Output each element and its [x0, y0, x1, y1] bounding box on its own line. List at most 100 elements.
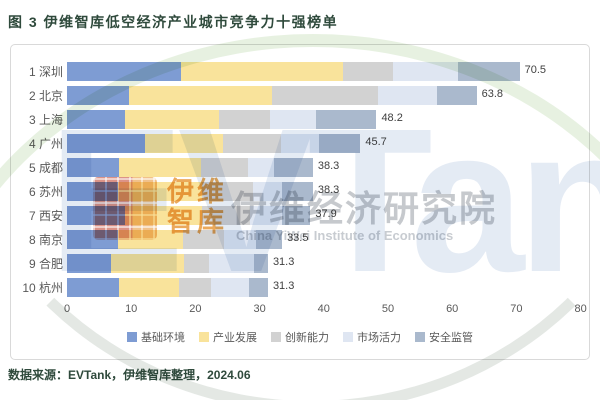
bar-row: 7 西安 37.9 [11, 204, 589, 228]
bar-segment-市场活力 [377, 86, 437, 105]
bar-segment-产业发展 [111, 254, 184, 273]
legend-label: 产业发展 [213, 332, 257, 344]
legend-item: 创新能力 [271, 329, 329, 345]
bar-segment-安全监管 [436, 86, 477, 105]
bar-segment-基础环境 [67, 86, 130, 105]
stacked-bar [67, 278, 268, 297]
bar-segment-创新能力 [201, 182, 254, 201]
bar-segment-产业发展 [124, 206, 202, 225]
bar-segment-产业发展 [129, 86, 272, 105]
legend-swatch [343, 332, 353, 342]
stacked-bar [67, 62, 520, 81]
x-axis-tick: 20 [189, 303, 202, 315]
bar-segment-创新能力 [201, 206, 250, 225]
bar-segment-创新能力 [201, 158, 249, 177]
legend-swatch [199, 332, 209, 342]
bar-segment-产业发展 [118, 230, 183, 249]
bar-segment-产业发展 [144, 134, 223, 153]
stacked-bar [67, 134, 361, 153]
value-label: 31.3 [272, 280, 295, 292]
legend-swatch [127, 332, 137, 342]
bar-row: 9 合肥 31.3 [11, 252, 589, 276]
category-label: 8 南京 [28, 233, 63, 247]
x-axis-tick: 40 [317, 303, 330, 315]
category-label: 3 上海 [28, 113, 63, 127]
legend-item: 产业发展 [199, 329, 257, 345]
bar-segment-安全监管 [316, 110, 377, 129]
bar-segment-基础环境 [67, 62, 182, 81]
stacked-bar [67, 254, 268, 273]
chart-panel: 1 深圳 70.5 2 北京 63.8 3 上海 48.2 4 广州 45.7 5 成都 38.3… [10, 44, 590, 360]
bar-segment-市场活力 [224, 230, 257, 249]
value-label: 45.7 [365, 136, 387, 148]
bar-segment-基础环境 [67, 158, 119, 177]
stacked-bar [67, 230, 283, 249]
bar-segment-安全监管 [282, 182, 313, 201]
bar-segment-基础环境 [67, 254, 112, 273]
legend-item: 基础环境 [127, 329, 185, 345]
legend-item: 市场活力 [343, 329, 401, 345]
bar-segment-创新能力 [271, 86, 378, 105]
bar-segment-市场活力 [248, 158, 274, 177]
bar-segment-安全监管 [319, 134, 361, 153]
bar-segment-市场活力 [210, 278, 250, 297]
bar-segment-市场活力 [269, 110, 317, 129]
bar-row: 4 广州 45.7 [11, 132, 589, 156]
legend-swatch [415, 332, 425, 342]
stacked-bar [67, 110, 377, 129]
stacked-bar [67, 182, 313, 201]
value-label: 38.3 [317, 184, 340, 196]
bar-segment-创新能力 [183, 254, 209, 273]
value-label: 70.5 [524, 64, 547, 76]
legend-label: 安全监管 [429, 332, 473, 344]
bar-segment-安全监管 [256, 230, 283, 249]
category-label: 9 合肥 [28, 257, 63, 271]
x-axis-tick: 60 [446, 303, 459, 315]
bar-segment-产业发展 [119, 158, 202, 177]
bar-segment-市场活力 [393, 62, 458, 81]
value-label: 33.5 [287, 232, 309, 244]
bar-row: 2 北京 63.8 [11, 84, 589, 108]
bar-segment-基础环境 [67, 278, 119, 297]
legend-item: 安全监管 [415, 329, 473, 345]
bar-segment-创新能力 [219, 110, 270, 129]
bar-segment-基础环境 [67, 182, 119, 201]
bar-segment-产业发展 [124, 110, 220, 129]
x-axis-tick: 0 [63, 303, 71, 315]
x-axis-tick: 50 [381, 303, 395, 315]
bar-segment-安全监管 [249, 278, 268, 297]
x-axis-tick: 80 [574, 303, 587, 315]
bar-segment-安全监管 [457, 62, 520, 81]
bar-row: 3 上海 48.2 [11, 108, 589, 132]
chart-title: 图 3 伊维智库低空经济产业城市竞争力十强榜单 [8, 14, 339, 30]
stacked-bar [67, 206, 311, 225]
value-label: 38.3 [317, 160, 340, 172]
x-axis: 0 10 20 30 40 50 60 70 80 [11, 303, 589, 319]
legend-label: 创新能力 [285, 332, 329, 344]
bar-segment-创新能力 [343, 62, 394, 81]
bar-segment-基础环境 [67, 110, 125, 129]
value-label: 63.8 [481, 88, 504, 100]
legend-label: 基础环境 [141, 332, 185, 344]
bar-row: 8 南京 33.5 [11, 228, 589, 252]
category-label: 4 广州 [28, 137, 63, 151]
bar-segment-市场活力 [208, 254, 254, 273]
stacked-bar [67, 86, 477, 105]
bar-segment-市场活力 [249, 206, 283, 225]
bar-segment-基础环境 [67, 230, 119, 249]
legend: 基础环境 产业发展 创新能力 市场活力 安全监管 [11, 329, 589, 345]
category-label: 5 成都 [28, 161, 63, 175]
category-label: 1 深圳 [28, 65, 63, 79]
bar-segment-市场活力 [280, 134, 320, 153]
bar-segment-基础环境 [67, 206, 125, 225]
bar-row: 6 苏州 38.3 [11, 180, 589, 204]
value-label: 37.9 [315, 208, 337, 220]
x-axis-tick: 30 [253, 303, 266, 315]
source-note: 数据来源：EVTank，伊维智库整理，2024.06 [8, 368, 251, 382]
bar-segment-产业发展 [119, 278, 180, 297]
bar-segment-基础环境 [67, 134, 145, 153]
legend-swatch [271, 332, 281, 342]
bar-segment-创新能力 [182, 230, 225, 249]
bar-row: 5 成都 38.3 [11, 156, 589, 180]
bar-segment-市场活力 [253, 182, 283, 201]
